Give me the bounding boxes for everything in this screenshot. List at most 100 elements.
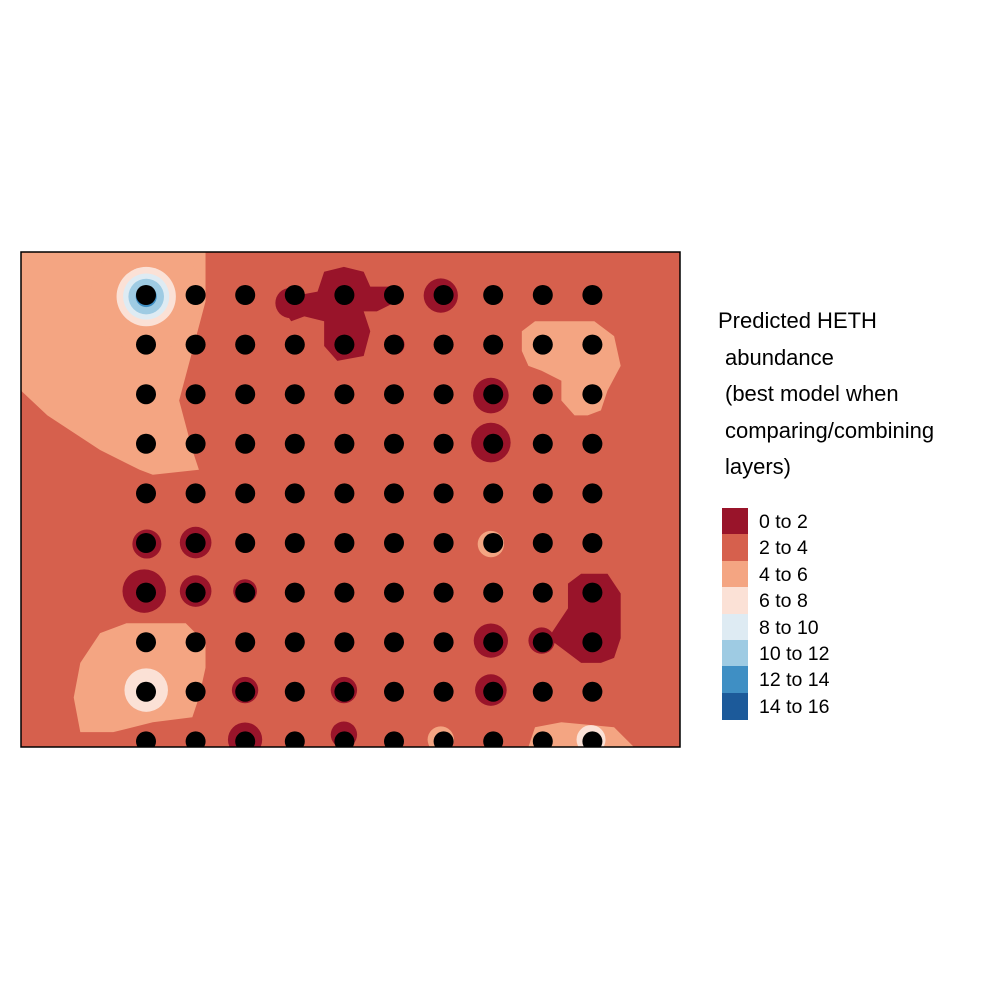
sample-point	[334, 632, 355, 653]
sample-point	[235, 632, 256, 653]
sample-point	[483, 285, 504, 305]
legend-swatch	[722, 639, 748, 667]
sample-point	[483, 433, 504, 454]
sample-point	[235, 681, 256, 702]
sample-point	[483, 681, 504, 702]
sample-point	[235, 334, 256, 355]
surface-zone	[284, 266, 397, 361]
sample-point	[284, 384, 305, 405]
sample-point	[284, 483, 305, 504]
sample-point	[334, 384, 355, 405]
sample-point	[483, 533, 504, 553]
sample-point	[384, 533, 404, 553]
sample-point	[136, 384, 156, 405]
sample-point	[235, 533, 256, 553]
legend-label: 12 to 14	[759, 669, 830, 692]
sample-point	[532, 533, 553, 553]
legend-title: Predicted HETH abundance (best model whe…	[718, 303, 988, 486]
sample-point	[334, 533, 355, 553]
sample-point	[185, 483, 206, 504]
legend-label: 8 to 10	[759, 616, 819, 639]
sample-point	[483, 483, 504, 504]
sample-point	[384, 483, 404, 504]
sample-point	[384, 731, 404, 747]
sample-point	[284, 533, 305, 553]
sample-point	[532, 384, 553, 405]
sample-point	[185, 582, 206, 603]
sample-point	[235, 433, 256, 454]
sample-point	[582, 285, 603, 305]
sample-point	[334, 285, 355, 305]
sample-point	[284, 334, 305, 355]
legend-label: 2 to 4	[759, 537, 808, 560]
sample-point	[185, 533, 206, 553]
sample-point	[235, 285, 256, 305]
sample-point	[582, 632, 603, 653]
sample-point	[334, 582, 355, 603]
sample-points	[136, 285, 603, 747]
sample-point	[483, 582, 504, 603]
sample-point	[433, 334, 454, 355]
sample-point	[284, 632, 305, 653]
sample-point	[433, 285, 454, 305]
sample-point	[185, 285, 206, 305]
sample-point	[284, 731, 305, 747]
sample-point	[136, 533, 156, 553]
legend-swatch	[722, 587, 748, 615]
sample-point	[433, 731, 454, 747]
sample-point	[384, 334, 404, 355]
map-panel-border	[20, 251, 681, 748]
sample-point	[532, 483, 553, 504]
sample-point	[582, 533, 603, 553]
sample-point	[235, 483, 256, 504]
sample-point	[384, 384, 404, 405]
sample-point	[532, 731, 553, 747]
sample-point	[136, 582, 156, 603]
sample-point	[433, 582, 454, 603]
sample-point	[532, 334, 553, 355]
legend-label: 6 to 8	[759, 590, 808, 613]
sample-point	[483, 334, 504, 355]
sample-point	[284, 433, 305, 454]
legend-title-line: Predicted HETH	[718, 308, 877, 333]
sample-point	[334, 681, 355, 702]
legend-swatch	[722, 666, 748, 694]
legend-title-line: comparing/combining	[725, 417, 935, 443]
sample-point	[582, 681, 603, 702]
sample-point	[136, 731, 156, 747]
sample-point	[284, 582, 305, 603]
legend-label: 0 to 2	[759, 511, 808, 533]
legend-label: 10 to 12	[759, 642, 830, 665]
legend-label: 14 to 16	[759, 695, 830, 718]
sample-point	[433, 632, 454, 653]
sample-point	[284, 285, 305, 305]
legend-swatch	[722, 534, 748, 562]
sample-point	[433, 681, 454, 702]
legend-swatch	[722, 560, 748, 588]
legend-swatch	[722, 692, 748, 720]
sample-point	[582, 384, 603, 405]
sample-point	[384, 433, 404, 454]
sample-point	[384, 582, 404, 603]
sample-point	[136, 334, 156, 355]
sample-point	[136, 681, 156, 702]
sample-point	[433, 384, 454, 405]
sample-point	[334, 731, 355, 747]
sample-point	[532, 681, 553, 702]
sample-point	[136, 632, 156, 653]
sample-point	[284, 681, 305, 702]
sample-point	[235, 384, 256, 405]
sample-point	[582, 731, 603, 747]
prediction-surface	[21, 252, 680, 747]
sample-point	[433, 533, 454, 553]
legend-title-line: (best model when	[725, 381, 899, 406]
sample-point	[334, 334, 355, 355]
surface-zone	[548, 573, 621, 663]
sample-point	[185, 681, 206, 702]
sample-point	[532, 632, 553, 653]
sample-point	[483, 731, 504, 747]
sample-point	[582, 334, 603, 355]
sample-point	[185, 731, 206, 747]
sample-point	[532, 285, 553, 305]
